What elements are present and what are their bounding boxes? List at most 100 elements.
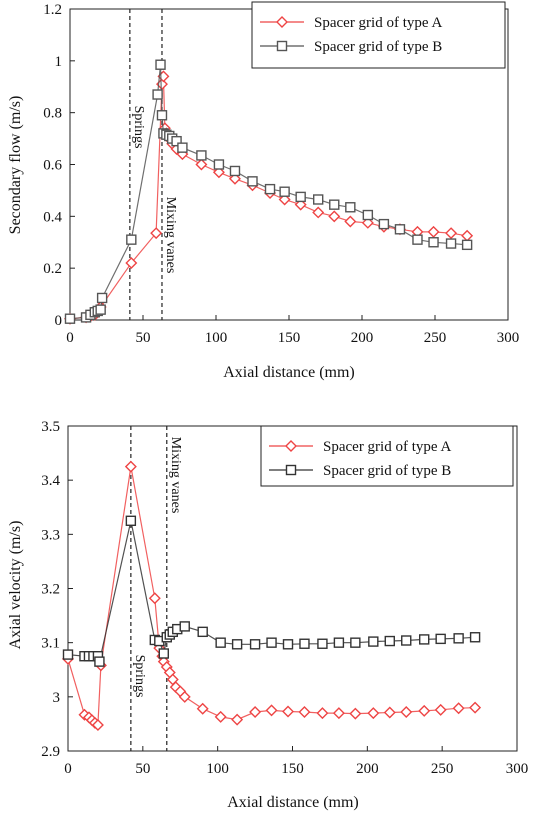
data-point-diamond xyxy=(91,719,104,731)
x-tick-label: 250 xyxy=(424,330,447,346)
data-point-square xyxy=(64,313,76,324)
secondary-flow-chart: Axial distance (mm) Secondary flow (m/s)… xyxy=(7,1,520,381)
data-point-diamond xyxy=(400,706,413,718)
data-point-diamond xyxy=(265,704,278,717)
data-point-diamond xyxy=(427,225,440,238)
data-point-square xyxy=(378,218,390,230)
y-tick-label: 3.4 xyxy=(41,473,60,489)
data-point-square xyxy=(264,183,276,195)
x-tick-label: 150 xyxy=(281,761,304,777)
data-point-square xyxy=(179,621,190,632)
data-point-square xyxy=(299,638,310,649)
data-point-square xyxy=(419,634,430,645)
y-tick-label: 0.6 xyxy=(43,158,62,174)
series-line xyxy=(67,466,476,727)
y-axis-label: Axial velocity (m/s) xyxy=(7,521,24,650)
x-tick-label: 50 xyxy=(136,330,151,346)
data-point-diamond xyxy=(178,690,191,703)
x-tick-label: 150 xyxy=(278,330,301,346)
data-point-diamond xyxy=(294,198,307,211)
data-point-diamond xyxy=(312,206,325,219)
y-tick-label: 2.9 xyxy=(41,744,60,760)
data-point-diamond xyxy=(249,706,262,718)
legend-marker-square xyxy=(276,40,288,52)
x-tick-label: 200 xyxy=(356,761,379,777)
y-tick-label: 0 xyxy=(55,313,63,329)
data-point-square xyxy=(317,638,328,649)
data-point-square xyxy=(435,633,446,645)
data-point-square xyxy=(394,224,406,235)
data-point-square xyxy=(155,59,166,70)
data-point-diamond xyxy=(452,702,465,715)
data-point-diamond xyxy=(434,703,447,716)
data-point-square xyxy=(313,194,324,205)
data-point-diamond xyxy=(124,460,137,473)
data-point-diamond xyxy=(150,227,163,240)
x-tick-label: 0 xyxy=(66,330,74,346)
data-point-square xyxy=(156,110,168,121)
data-point-square xyxy=(95,304,106,315)
annotation-label: Springs xyxy=(131,106,146,149)
data-point-square xyxy=(333,637,345,648)
data-point-square xyxy=(350,637,361,648)
x-tick-label: 50 xyxy=(135,761,150,777)
annotation-label: Mixing vanes xyxy=(163,197,178,274)
annotation-label: Springs xyxy=(132,655,147,698)
data-point-square xyxy=(126,234,137,245)
legend-label: Spacer grid of type A xyxy=(323,439,451,455)
data-point-square xyxy=(62,649,74,660)
y-tick-label: 0.2 xyxy=(43,261,62,277)
data-point-diamond xyxy=(231,713,244,726)
data-point-square xyxy=(412,234,423,245)
data-point-square xyxy=(329,199,340,210)
x-tick-label: 100 xyxy=(206,761,229,777)
data-point-square xyxy=(401,635,412,646)
data-point-square xyxy=(461,239,473,251)
x-axis-label: Axial distance (mm) xyxy=(227,794,359,811)
x-tick-label: 300 xyxy=(497,330,520,346)
y-tick-label: 0.8 xyxy=(43,106,62,122)
data-point-square xyxy=(197,626,208,638)
x-axis-label: Axial distance (mm) xyxy=(223,364,355,381)
data-point-square xyxy=(152,89,163,100)
legend-marker-diamond xyxy=(276,16,288,28)
series-line xyxy=(69,64,468,320)
data-point-square xyxy=(213,159,225,170)
data-point-square xyxy=(229,165,241,177)
data-point-diamond xyxy=(125,256,138,269)
data-point-square xyxy=(215,637,226,648)
legend-label: Spacer grid of type B xyxy=(314,39,442,55)
data-point-diamond xyxy=(344,215,357,228)
data-point-diamond xyxy=(445,227,458,240)
data-point-diamond xyxy=(367,707,380,720)
data-point-square xyxy=(171,135,182,147)
data-point-square xyxy=(279,186,290,197)
data-point-square xyxy=(469,632,481,643)
axial-velocity-chart: Axial distance (mm) Axial velocity (m/s)… xyxy=(7,420,528,811)
y-tick-label: 0.4 xyxy=(43,209,62,225)
legend-box xyxy=(260,425,514,487)
data-point-square xyxy=(445,238,457,249)
data-point-square xyxy=(196,150,207,161)
y-axis-label: Secondary flow (m/s) xyxy=(7,96,24,235)
data-point-square xyxy=(125,515,137,526)
data-point-square xyxy=(362,209,374,221)
data-point-diamond xyxy=(461,229,474,242)
data-point-diamond xyxy=(298,706,311,718)
data-point-diamond xyxy=(282,705,294,718)
data-point-square xyxy=(177,142,188,153)
data-point-diamond xyxy=(195,158,208,171)
x-tick-label: 0 xyxy=(64,761,72,777)
x-tick-label: 250 xyxy=(431,761,454,777)
data-point-diamond xyxy=(361,216,374,229)
data-point-square xyxy=(295,191,306,203)
y-tick-label: 3.2 xyxy=(41,582,60,598)
legend-marker-diamond xyxy=(285,440,297,452)
y-tick-label: 1.2 xyxy=(43,2,62,18)
data-point-diamond xyxy=(278,193,291,206)
data-point-diamond xyxy=(349,707,362,720)
y-tick-label: 3 xyxy=(53,690,61,706)
data-point-square xyxy=(96,292,108,304)
data-point-diamond xyxy=(418,704,431,717)
legend-label: Spacer grid of type B xyxy=(323,463,451,479)
